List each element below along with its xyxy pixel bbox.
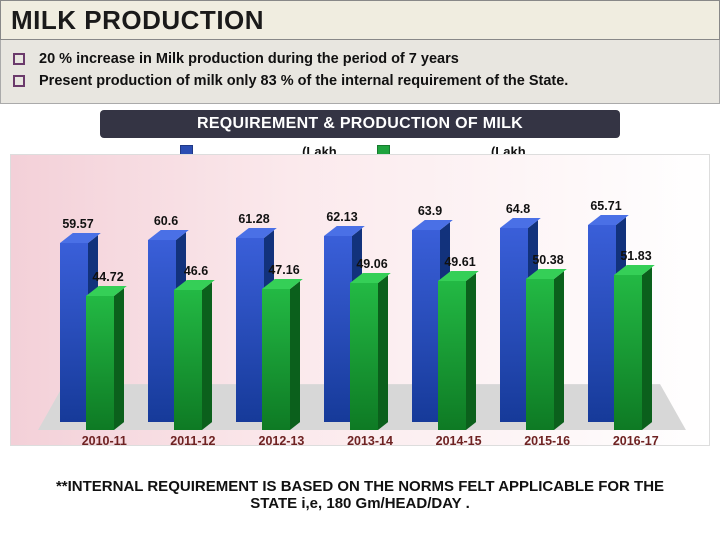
bar-group: 65.7151.83 xyxy=(588,162,662,422)
bar-group: 62.1349.06 xyxy=(324,162,398,422)
bar-value-label: 64.8 xyxy=(488,202,548,216)
bar-group: 63.949.61 xyxy=(412,162,486,422)
x-axis-label: 2015-16 xyxy=(503,434,592,448)
bullet-item: 20 % increase in Milk production during … xyxy=(13,50,707,70)
bullet-item: Present production of milk only 83 % of … xyxy=(13,72,707,92)
x-axis-label: 2014-15 xyxy=(414,434,503,448)
bar-group: 61.2847.16 xyxy=(236,162,310,422)
bar-value-label: 47.16 xyxy=(254,263,314,277)
bar-value-label: 51.83 xyxy=(606,249,666,263)
x-axis-label: 2010-11 xyxy=(60,434,149,448)
bar-value-label: 60.6 xyxy=(136,214,196,228)
bar-value-label: 59.57 xyxy=(48,217,108,231)
bar-group: 59.5744.72 xyxy=(60,162,134,422)
square-bullet-icon xyxy=(13,75,25,87)
bar-value-label: 61.28 xyxy=(224,212,284,226)
chart-area: REQUIREMENT & PRODUCTION OF MILK REQUIRE… xyxy=(0,104,720,474)
x-axis-label: 2016-17 xyxy=(591,434,680,448)
bar-value-label: 44.72 xyxy=(78,270,138,284)
bar-group: 64.850.38 xyxy=(500,162,574,422)
square-bullet-icon xyxy=(13,53,25,65)
slide-title: MILK PRODUCTION xyxy=(11,5,264,36)
bar-value-label: 65.71 xyxy=(576,199,636,213)
footnote: **INTERNAL REQUIREMENT IS BASED ON THE N… xyxy=(0,474,720,512)
slide: MILK PRODUCTION 20 % increase in Milk pr… xyxy=(0,0,720,540)
bar-value-label: 50.38 xyxy=(518,253,578,267)
title-bar: MILK PRODUCTION xyxy=(0,0,720,40)
bar-value-label: 49.61 xyxy=(430,255,490,269)
chart-bars: 59.5744.7260.646.661.2847.1662.1349.0663… xyxy=(60,162,680,422)
bullet-text: 20 % increase in Milk production during … xyxy=(39,50,459,70)
x-axis-label: 2013-14 xyxy=(326,434,415,448)
bar-value-label: 46.6 xyxy=(166,264,226,278)
bullet-text: Present production of milk only 83 % of … xyxy=(39,72,568,92)
x-axis-labels: 2010-112011-122012-132013-142014-152015-… xyxy=(60,434,680,448)
bar-group: 60.646.6 xyxy=(148,162,222,422)
chart-title: REQUIREMENT & PRODUCTION OF MILK xyxy=(100,110,620,138)
x-axis-label: 2011-12 xyxy=(149,434,238,448)
bar-value-label: 63.9 xyxy=(400,204,460,218)
x-axis-label: 2012-13 xyxy=(237,434,326,448)
bar-value-label: 62.13 xyxy=(312,210,372,224)
bar-value-label: 49.06 xyxy=(342,257,402,271)
bullet-list: 20 % increase in Milk production during … xyxy=(0,40,720,104)
